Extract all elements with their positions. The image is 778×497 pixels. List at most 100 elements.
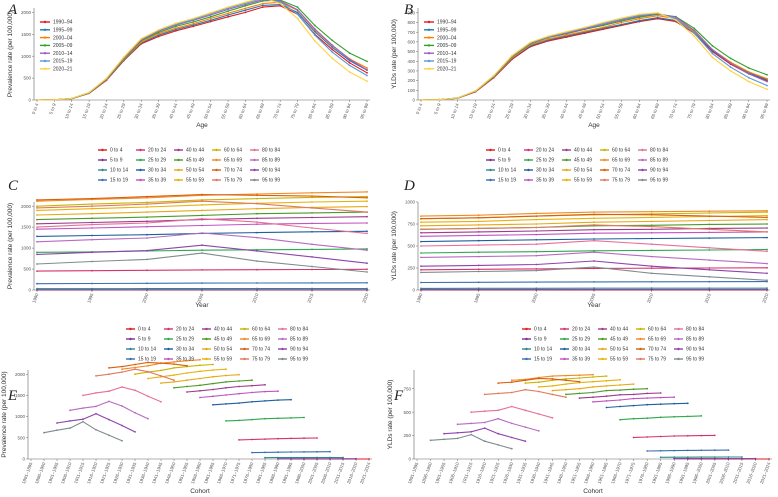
x-axis-title: Age — [196, 122, 208, 129]
x-tick-label: 1961–1965 — [597, 461, 610, 484]
y-tick-label: 1500 — [15, 393, 26, 398]
data-point — [225, 381, 227, 383]
series-line — [36, 3, 368, 101]
data-point — [256, 217, 258, 220]
x-tick-label: 1951–1955 — [177, 461, 190, 484]
x-tick-label: 2001–2005 — [307, 461, 320, 484]
data-point — [331, 39, 334, 42]
legend-swatch-dot — [639, 337, 642, 341]
x-tick-label: 0 to 4 — [415, 102, 424, 115]
data-point — [477, 239, 480, 242]
data-point — [82, 418, 84, 421]
series-2015-19 — [420, 12, 768, 101]
data-point — [279, 2, 282, 5]
series-line — [43, 421, 123, 442]
x-tick-label: 1986–1990 — [664, 461, 677, 484]
data-point — [547, 38, 550, 40]
legend-label: 85 to 89 — [686, 337, 704, 343]
data-point — [766, 287, 768, 290]
series-35-to-39 — [592, 396, 676, 403]
data-point — [251, 400, 253, 403]
data-point — [711, 52, 714, 55]
data-point — [121, 386, 123, 388]
legend-label: 20 to 24 — [176, 327, 194, 333]
legend-swatch-dot — [489, 148, 492, 152]
legend-label: 80 to 84 — [290, 327, 308, 333]
data-point — [535, 281, 538, 283]
data-point — [186, 391, 188, 393]
data-point — [420, 221, 422, 224]
data-point — [277, 456, 279, 459]
data-point — [134, 366, 136, 369]
legend-swatch-dot — [253, 158, 256, 162]
y-tick-label: 1000 — [15, 414, 26, 419]
legend-swatch-dot — [427, 44, 431, 47]
data-point — [366, 211, 368, 214]
x-tick-label: 1991–1995 — [678, 461, 691, 484]
y-tick-label: 1000 — [21, 54, 32, 59]
data-point — [483, 421, 486, 424]
data-point — [700, 457, 703, 460]
data-point — [88, 91, 90, 94]
x-axis-title: Age — [588, 122, 600, 129]
data-point — [290, 451, 292, 453]
data-point — [638, 19, 641, 22]
data-point — [91, 205, 93, 208]
series-25-to-29 — [420, 248, 768, 254]
series-line — [36, 0, 368, 101]
data-point — [659, 416, 662, 419]
data-point — [82, 394, 84, 397]
data-point — [186, 379, 188, 382]
data-point — [192, 24, 195, 26]
data-point — [766, 280, 768, 283]
data-point — [209, 19, 212, 22]
x-tick-label: 1956–1960 — [583, 461, 596, 484]
x-tick-label: 2011–2015 — [732, 461, 744, 484]
data-point — [366, 200, 368, 203]
data-point — [331, 48, 334, 51]
legend-label: 75 to 79 — [648, 357, 666, 363]
legend-label: 55 to 59 — [214, 357, 232, 363]
data-point — [121, 405, 123, 407]
x-tick-label: 30 to 34 — [522, 102, 532, 119]
data-point — [173, 381, 175, 383]
series-50-to-54 — [36, 205, 368, 216]
data-point — [91, 269, 93, 272]
legend-label: 5 to 9 — [110, 158, 123, 164]
x-tick-label: 1986–1990 — [268, 461, 281, 484]
data-point — [366, 248, 368, 250]
legend-label: 1990–94 — [437, 20, 457, 26]
legend-swatch-dot — [565, 178, 568, 182]
x-tick-label: 1901–1905 — [47, 461, 60, 484]
x-axis-title: Year — [195, 302, 209, 309]
x-tick-label: 15 to 19 — [468, 102, 478, 119]
data-point — [264, 438, 266, 440]
data-point — [261, 2, 264, 5]
legend-swatch-dot — [601, 357, 604, 361]
data-point — [693, 29, 696, 32]
x-tick-label: 55 to 59 — [613, 102, 623, 119]
x-tick-label: 40 to 44 — [168, 102, 178, 119]
data-point — [316, 457, 318, 460]
data-point — [91, 207, 93, 210]
data-point — [708, 223, 711, 226]
data-point — [537, 430, 540, 432]
data-point — [700, 449, 703, 452]
series-line — [565, 388, 648, 395]
data-point — [314, 30, 316, 33]
data-point — [91, 282, 93, 285]
legend-label: 30 to 34 — [572, 347, 590, 353]
data-point — [632, 383, 635, 385]
data-point — [768, 458, 770, 460]
data-point — [673, 457, 676, 460]
data-point — [497, 392, 500, 395]
x-tick-label: 2000 — [141, 292, 149, 304]
series-line — [36, 0, 368, 101]
series-50-to-54 — [551, 383, 635, 392]
data-point — [593, 217, 595, 220]
series-75-to-79 — [36, 200, 368, 214]
data-point — [766, 77, 768, 80]
x-tick-label: 1896–1900 — [421, 461, 434, 484]
legend-swatch-dot — [525, 357, 528, 361]
data-point — [91, 238, 93, 241]
